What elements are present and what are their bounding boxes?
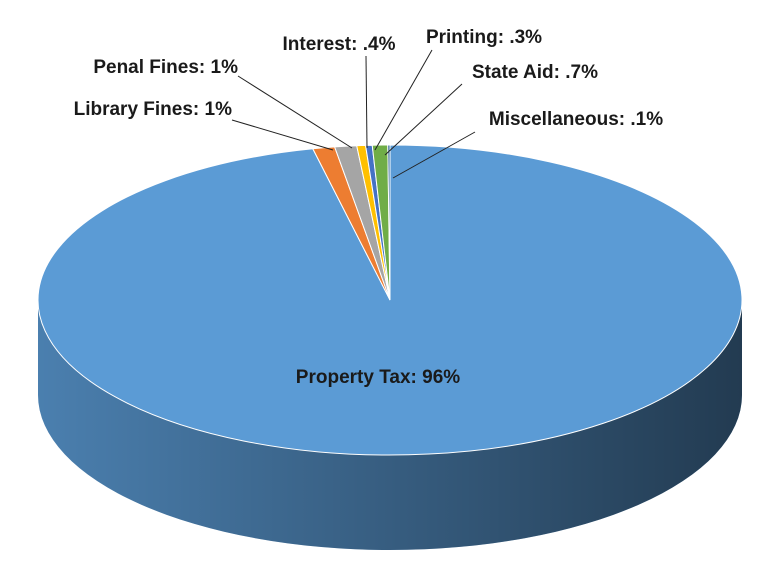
leader-line: [374, 49, 433, 151]
leader-line: [237, 75, 353, 149]
leader-line: [231, 119, 334, 151]
leader-line: [392, 131, 476, 179]
data-label: Printing: .3%: [426, 27, 542, 48]
slice: [387, 144, 391, 301]
leader-line: [365, 55, 368, 149]
data-label: Interest: .4%: [283, 34, 396, 55]
data-label: Library Fines: 1%: [74, 99, 232, 120]
data-label: Penal Fines: 1%: [93, 57, 238, 78]
data-label: State Aid: .7%: [472, 62, 598, 83]
data-label: Property Tax: 96%: [296, 367, 460, 388]
leader-line: [384, 83, 463, 156]
slice-side-shade: [38, 300, 742, 550]
data-label: Miscellaneous: .1%: [489, 109, 663, 130]
